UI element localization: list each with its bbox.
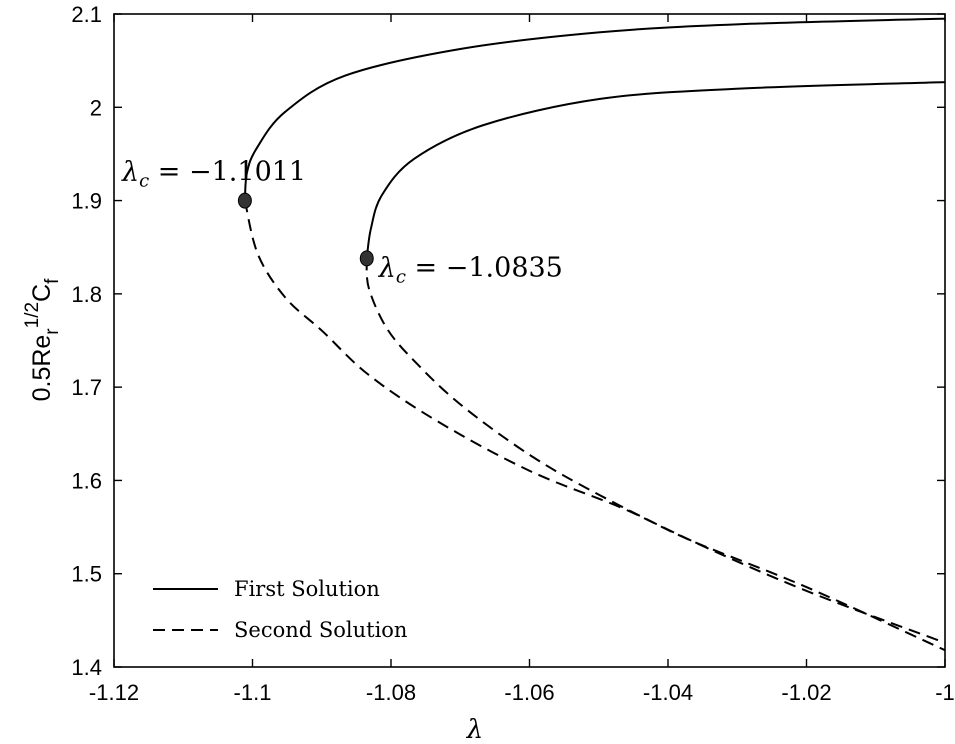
critical-point-label: λc = −1.1011 xyxy=(121,157,306,192)
legend-label-second: Second Solution xyxy=(234,618,407,642)
critical-point-label: λc = −1.0835 xyxy=(378,252,563,287)
x-tick-label: -1 xyxy=(935,680,955,705)
critical-point-marker xyxy=(359,250,374,267)
x-tick-label: -1.1 xyxy=(234,680,272,705)
second-solution-curve-2 xyxy=(365,258,946,644)
x-tick-label: -1.12 xyxy=(89,680,139,705)
x-tick-label: -1.06 xyxy=(504,680,554,705)
curves xyxy=(243,17,946,652)
x-tick-label: -1.02 xyxy=(781,680,831,705)
y-axis: 1.4 1.5 1.6 1.7 1.8 1.9 2 2.1 xyxy=(71,2,945,680)
legend-label-first: First Solution xyxy=(234,577,380,601)
y-tick-label: 1.6 xyxy=(71,468,102,493)
critical-points: λc = −1.1011 λc = −1.0835 xyxy=(121,157,563,288)
first-solution-curve-1 xyxy=(243,17,946,201)
x-tick-label: -1.08 xyxy=(366,680,416,705)
legend: First Solution Second Solution xyxy=(153,577,407,642)
y-tick-label: 1.5 xyxy=(71,562,102,587)
critical-point-marker xyxy=(237,192,252,209)
x-axis: -1.12 -1.1 -1.08 -1.06 -1.04 -1.02 -1 xyxy=(89,14,955,705)
y-tick-label: 1.9 xyxy=(71,189,102,214)
first-solution-curve-2 xyxy=(365,81,946,259)
y-tick-label: 1.4 xyxy=(71,655,102,680)
y-axis-label: 0.5Rer1/2Cf xyxy=(22,278,63,402)
y-tick-label: 1.7 xyxy=(71,375,102,400)
y-tick-label: 2 xyxy=(90,95,102,120)
x-tick-label: -1.04 xyxy=(643,680,693,705)
x-axis-label: λ xyxy=(466,715,483,744)
y-tick-label: 1.8 xyxy=(71,282,102,307)
y-tick-label: 2.1 xyxy=(71,2,102,27)
second-solution-curve-1 xyxy=(243,200,946,652)
